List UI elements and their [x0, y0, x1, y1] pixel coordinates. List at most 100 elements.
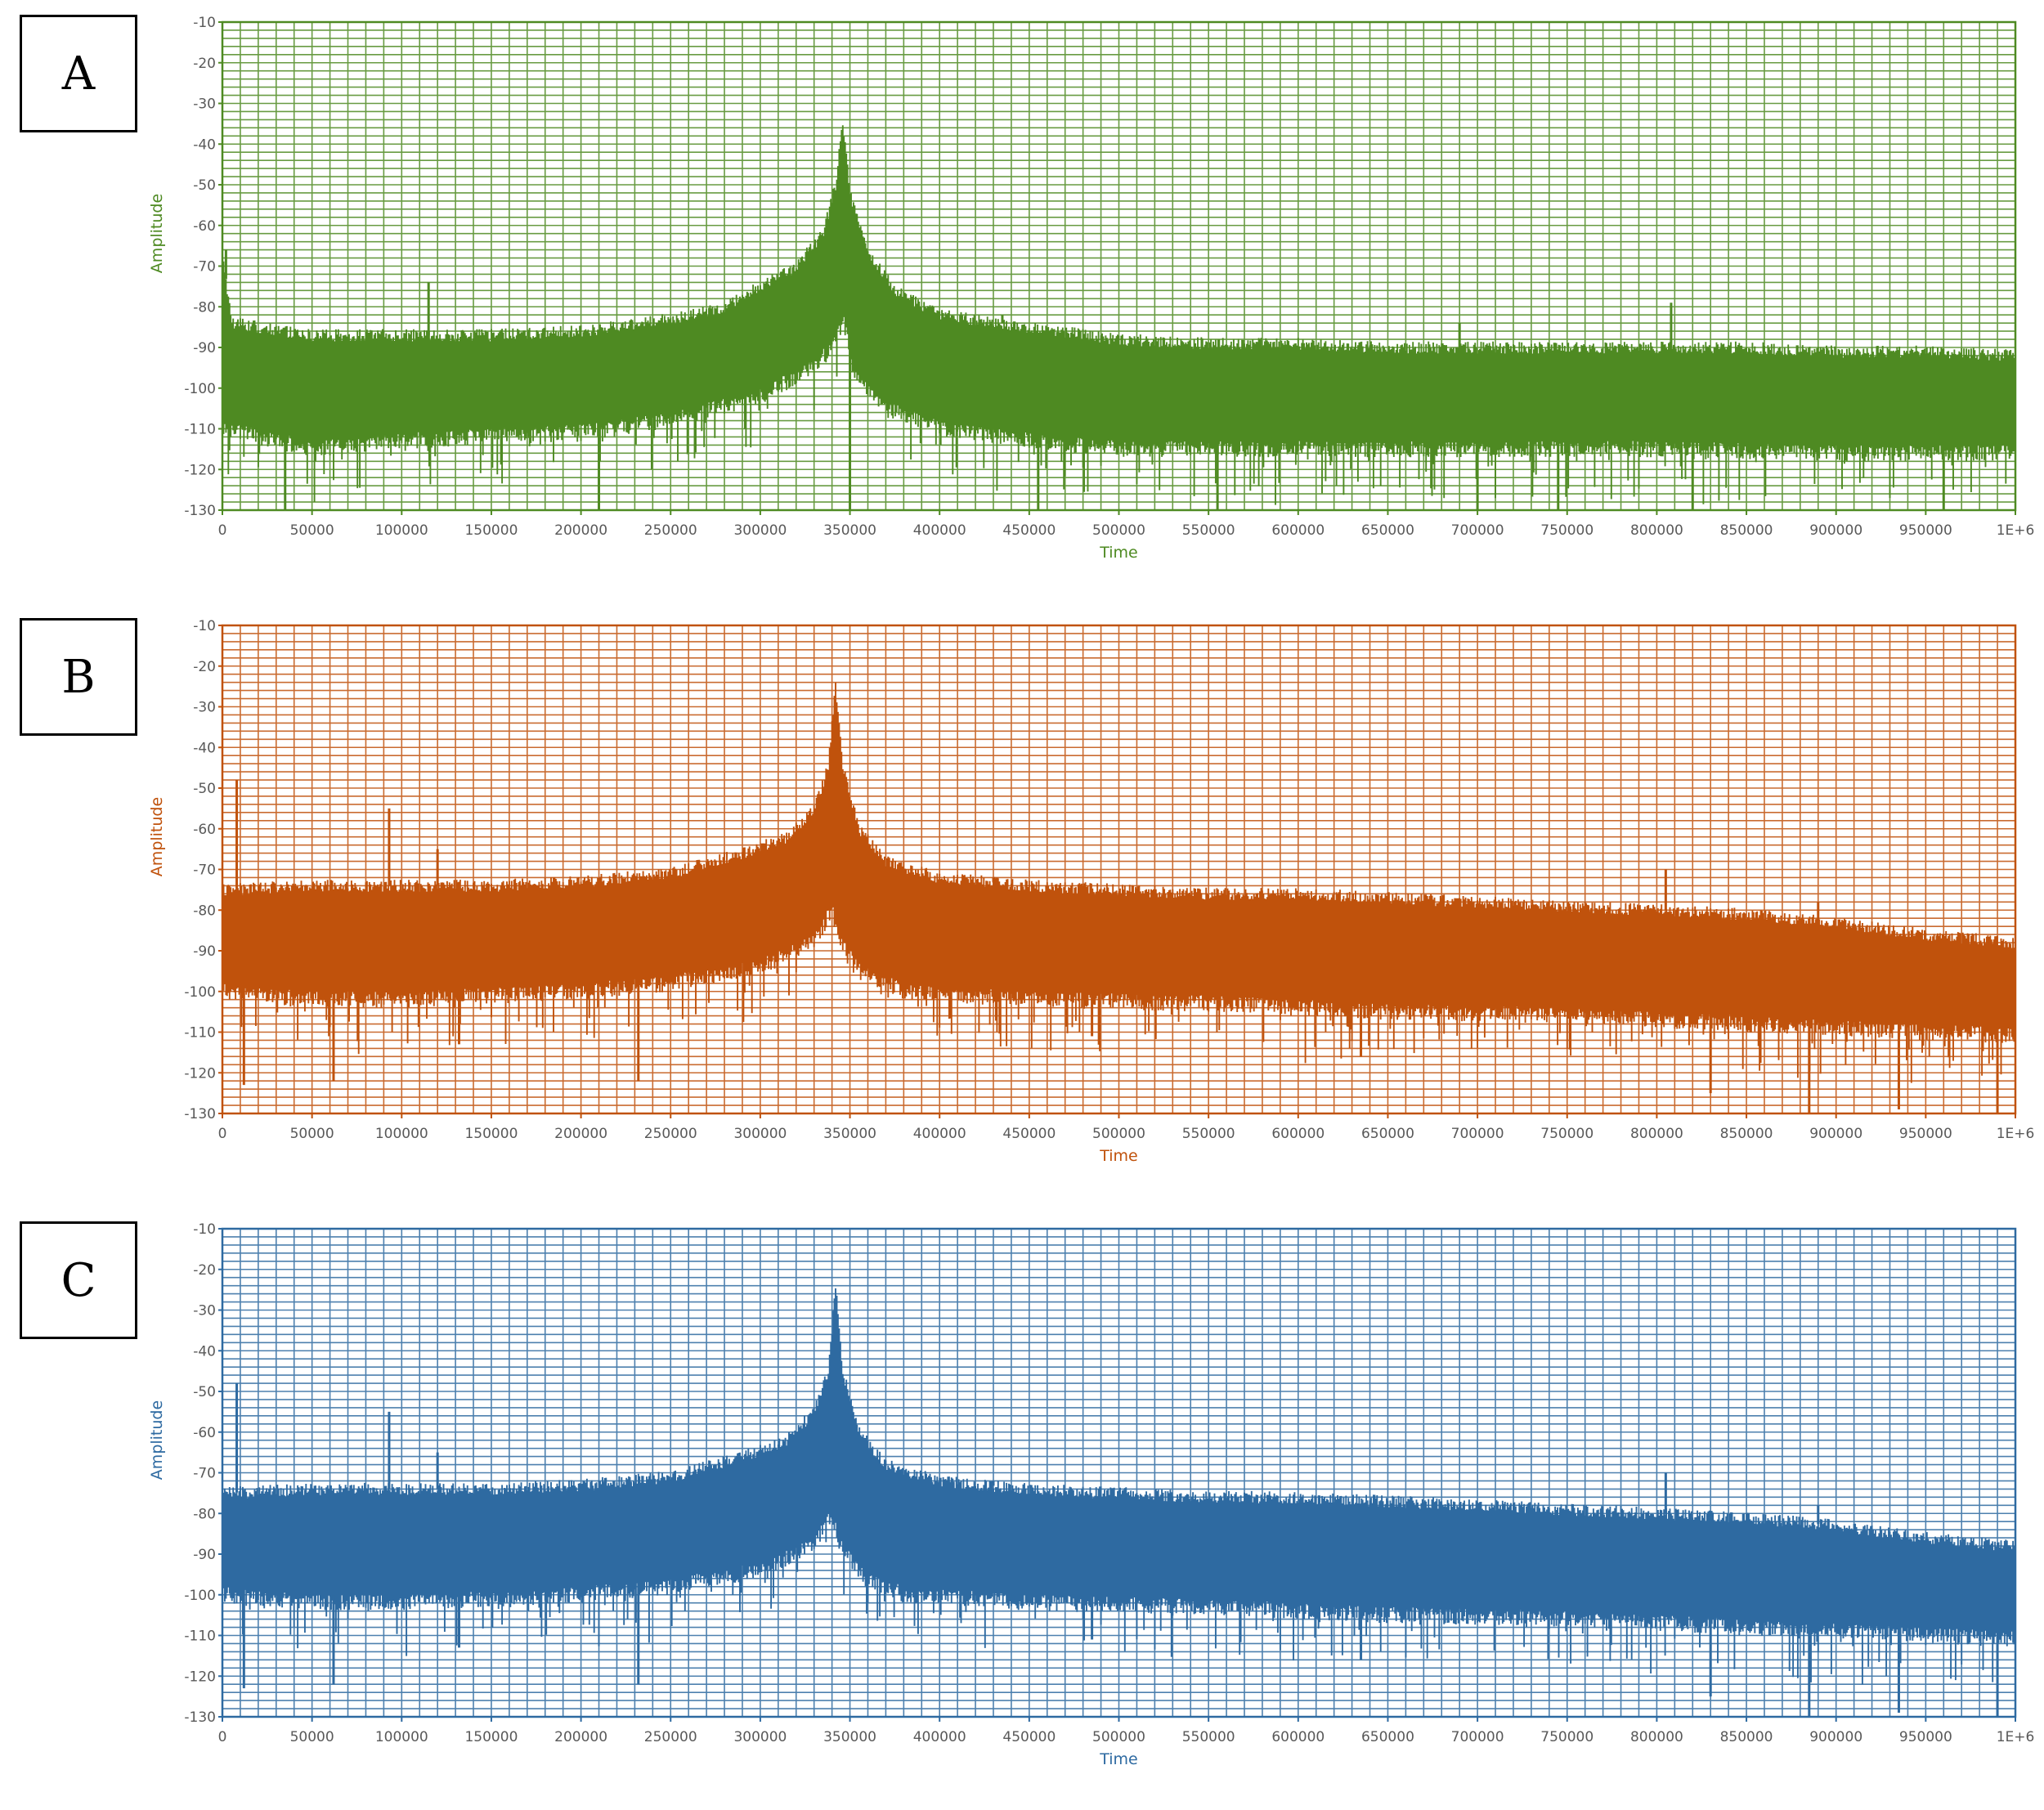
- panel-label-c: C: [20, 1221, 137, 1339]
- x-tick-label: 600000: [1271, 522, 1325, 539]
- y-tick-label: -120: [184, 462, 216, 478]
- x-tick-label: 1E+6: [1997, 522, 2035, 539]
- y-tick-label: -100: [184, 1588, 216, 1604]
- x-tick-label: 650000: [1361, 1126, 1414, 1142]
- y-tick-label: -10: [193, 15, 216, 31]
- y-axis-title: Amplitude: [148, 1400, 166, 1480]
- x-tick-label: 500000: [1092, 522, 1145, 539]
- y-axis-title: Amplitude: [148, 797, 166, 876]
- y-tick-label: -40: [193, 137, 216, 153]
- x-tick-label: 300000: [733, 522, 787, 539]
- x-tick-label: 550000: [1182, 522, 1235, 539]
- x-tick-label: 400000: [913, 1729, 966, 1745]
- y-tick-label: -110: [184, 422, 216, 438]
- x-tick-label: 900000: [1809, 522, 1862, 539]
- x-tick-label: 200000: [554, 1126, 607, 1142]
- x-axis-title: Time: [1099, 1147, 1138, 1165]
- y-tick-label: -30: [193, 1303, 216, 1319]
- x-tick-label: 50000: [290, 1126, 334, 1142]
- x-tick-label: 350000: [823, 1729, 876, 1745]
- y-tick-label: -10: [193, 1221, 216, 1238]
- y-tick-label: -20: [193, 1262, 216, 1279]
- panel-label-b: B: [20, 618, 137, 736]
- x-tick-label: 250000: [644, 1126, 697, 1142]
- y-tick-label: -130: [184, 503, 216, 519]
- y-tick-label: -20: [193, 659, 216, 675]
- y-tick-label: -120: [184, 1669, 216, 1685]
- x-tick-label: 300000: [733, 1729, 787, 1745]
- x-tick-label: 250000: [644, 1729, 697, 1745]
- x-tick-label: 650000: [1361, 1729, 1414, 1745]
- y-tick-label: -80: [193, 903, 216, 919]
- x-tick-label: 100000: [375, 1126, 428, 1142]
- x-tick-label: 500000: [1092, 1729, 1145, 1745]
- y-tick-label: -70: [193, 862, 216, 879]
- x-tick-label: 500000: [1092, 1126, 1145, 1142]
- x-tick-label: 150000: [464, 522, 518, 539]
- y-tick-label: -50: [193, 177, 216, 194]
- x-tick-label: 950000: [1899, 1729, 1952, 1745]
- y-tick-label: -130: [184, 1106, 216, 1122]
- x-tick-label: 600000: [1271, 1729, 1325, 1745]
- x-tick-label: 900000: [1809, 1729, 1862, 1745]
- x-tick-label: 100000: [375, 522, 428, 539]
- x-tick-label: 650000: [1361, 522, 1414, 539]
- y-tick-label: -60: [193, 1425, 216, 1441]
- x-tick-label: 950000: [1899, 1126, 1952, 1142]
- x-tick-label: 300000: [733, 1126, 787, 1142]
- x-tick-label: 350000: [823, 1126, 876, 1142]
- y-tick-label: -90: [193, 340, 216, 356]
- x-tick-label: 400000: [913, 1126, 966, 1142]
- y-tick-label: -120: [184, 1065, 216, 1082]
- y-tick-label: -50: [193, 781, 216, 797]
- x-tick-label: 800000: [1630, 1729, 1683, 1745]
- y-tick-label: -90: [193, 943, 216, 960]
- x-tick-label: 750000: [1540, 1126, 1594, 1142]
- x-tick-label: 50000: [290, 1729, 334, 1745]
- x-tick-label: 1E+6: [1997, 1729, 2035, 1745]
- y-tick-label: -10: [193, 618, 216, 634]
- x-tick-label: 100000: [375, 1729, 428, 1745]
- x-tick-label: 750000: [1540, 1729, 1594, 1745]
- x-tick-label: 150000: [464, 1729, 518, 1745]
- y-tick-label: -110: [184, 1629, 216, 1645]
- y-tick-label: -130: [184, 1709, 216, 1726]
- x-tick-label: 850000: [1720, 522, 1773, 539]
- x-tick-label: 700000: [1451, 1126, 1504, 1142]
- x-tick-label: 0: [218, 1126, 227, 1142]
- y-tick-label: -110: [184, 1025, 216, 1042]
- y-tick-label: -90: [193, 1547, 216, 1563]
- y-tick-label: -80: [193, 299, 216, 316]
- x-tick-label: 800000: [1630, 522, 1683, 539]
- x-tick-label: 550000: [1182, 1729, 1235, 1745]
- x-tick-label: 700000: [1451, 1729, 1504, 1745]
- y-axis-title: Amplitude: [148, 194, 166, 273]
- x-tick-label: 850000: [1720, 1126, 1773, 1142]
- x-tick-label: 250000: [644, 522, 697, 539]
- signal-band: [222, 1288, 2016, 1685]
- y-tick-label: -30: [193, 96, 216, 113]
- y-tick-label: -60: [193, 218, 216, 235]
- x-tick-label: 0: [218, 522, 227, 539]
- y-tick-label: -60: [193, 822, 216, 838]
- x-tick-label: 50000: [290, 522, 334, 539]
- x-tick-label: 200000: [554, 522, 607, 539]
- x-tick-label: 950000: [1899, 522, 1952, 539]
- x-tick-label: 700000: [1451, 522, 1504, 539]
- x-tick-label: 550000: [1182, 1126, 1235, 1142]
- x-tick-label: 200000: [554, 1729, 607, 1745]
- grid-lines: [222, 1228, 2016, 1718]
- signal-band: [222, 683, 2016, 1083]
- x-tick-label: 850000: [1720, 1729, 1773, 1745]
- y-tick-label: -70: [193, 1466, 216, 1482]
- x-tick-label: 900000: [1809, 1126, 1862, 1142]
- chart-panel-c: -10 -20 -30 -40 -50 -60 -70 -80 -90 -100 -110 -120 -…: [0, 1207, 2044, 1810]
- chart-panel-a: -10 -20 -30 -40 -50 -60 -70 -80 -90 -100 -110 -120 -…: [0, 0, 2044, 603]
- x-tick-label: 450000: [1002, 1126, 1056, 1142]
- x-tick-label: 400000: [913, 522, 966, 539]
- y-tick-label: -30: [193, 700, 216, 716]
- x-tick-label: 0: [218, 1729, 227, 1745]
- chart-b-svg: -10 -20 -30 -40 -50 -60 -70 -80 -90 -100 -110 -120 -…: [148, 618, 2035, 1165]
- x-tick-label: 350000: [823, 522, 876, 539]
- x-tick-label: 1E+6: [1997, 1126, 2035, 1142]
